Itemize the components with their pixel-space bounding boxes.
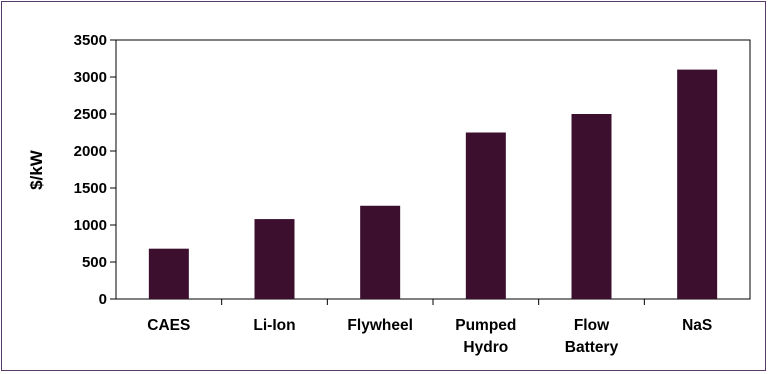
y-tick-label: 2500 bbox=[74, 106, 107, 123]
plot-area bbox=[115, 39, 751, 300]
y-tick-label: 3500 bbox=[74, 32, 107, 49]
bar-li-ion bbox=[254, 219, 295, 299]
x-tick-label: NaS bbox=[682, 317, 712, 334]
bar-flywheel bbox=[360, 205, 401, 299]
x-tick-label: Li-Ion bbox=[253, 317, 295, 334]
y-tick-label: 1500 bbox=[74, 180, 107, 197]
y-tick-label: 1000 bbox=[74, 217, 107, 234]
x-tick-label: Pumped bbox=[455, 317, 516, 334]
bar-flow-battery bbox=[571, 114, 612, 299]
x-tick-label: Hydro bbox=[463, 339, 508, 356]
bar-caes bbox=[148, 248, 189, 299]
y-tick-label: 0 bbox=[99, 291, 107, 308]
y-axis: 0 500 1000 1500 2000 2500 3000 3500 bbox=[74, 32, 116, 308]
y-tick-label: 2000 bbox=[74, 143, 107, 160]
x-tick-label: Flow bbox=[574, 317, 610, 334]
x-tick-label: Battery bbox=[565, 339, 619, 356]
y-tick-label: 500 bbox=[82, 254, 107, 271]
bars bbox=[148, 69, 718, 299]
x-tick-label: CAES bbox=[147, 317, 190, 334]
bar-pumped-hydro bbox=[465, 132, 506, 299]
x-axis: CAES Li-Ion Flywheel Pumped Hydro Flow Battery… bbox=[147, 299, 712, 356]
y-tick-label: 3000 bbox=[74, 69, 107, 86]
bar-nas bbox=[677, 69, 718, 299]
x-tick-label: Flywheel bbox=[347, 317, 412, 334]
y-axis-title: $/kW bbox=[27, 149, 46, 190]
